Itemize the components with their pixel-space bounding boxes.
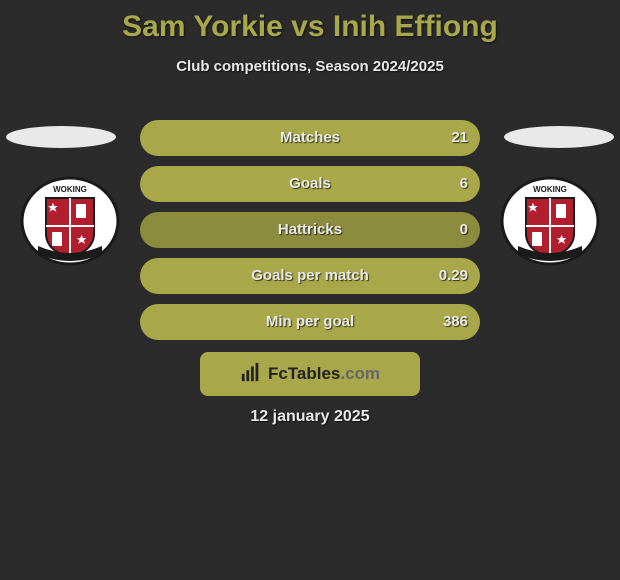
stat-label: Min per goal <box>140 304 480 340</box>
stat-row: Min per goal386 <box>140 304 480 340</box>
stat-row: Goals per match0.29 <box>140 258 480 294</box>
date-label: 12 january 2025 <box>0 408 620 426</box>
brand-pill[interactable]: FcTables.com <box>200 352 420 396</box>
player-oval-right <box>504 126 614 148</box>
stat-row: Hattricks0 <box>140 212 480 248</box>
stat-label: Goals <box>140 166 480 202</box>
stat-row: Matches21 <box>140 120 480 156</box>
stat-value-right: 0 <box>460 212 468 248</box>
page-title: Sam Yorkie vs Inih Effiong <box>0 0 620 44</box>
subtitle: Club competitions, Season 2024/2025 <box>0 58 620 75</box>
stat-label: Matches <box>140 120 480 156</box>
stat-value-right: 21 <box>451 120 468 156</box>
stat-row: Goals6 <box>140 166 480 202</box>
player-oval-left <box>6 126 116 148</box>
club-crest-right: WOKING <box>500 176 600 266</box>
stat-value-right: 6 <box>460 166 468 202</box>
stat-label: Hattricks <box>140 212 480 248</box>
svg-text:WOKING: WOKING <box>533 185 567 194</box>
club-crest-left: WOKING <box>20 176 120 266</box>
svg-text:WOKING: WOKING <box>53 185 87 194</box>
stat-label: Goals per match <box>140 258 480 294</box>
chart-bars-icon <box>240 361 262 388</box>
brand-label: FcTables.com <box>268 364 380 384</box>
stat-value-right: 386 <box>443 304 468 340</box>
stat-value-right: 0.29 <box>439 258 468 294</box>
stats-panel: Matches21 Goals6 Hattricks0 Goals per match… <box>140 120 480 350</box>
